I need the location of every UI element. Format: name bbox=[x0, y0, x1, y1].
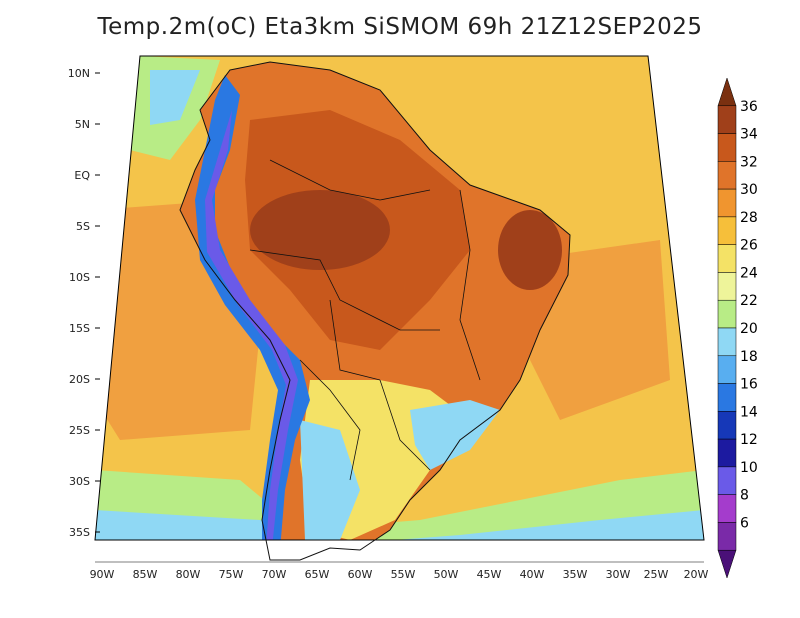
amazon-hottest-zone bbox=[250, 190, 390, 270]
colorbar: 36 34 32 30 28 26 24 22 20 18 16 14 12 10 8 6 bbox=[717, 77, 758, 579]
colorbar-swatch bbox=[717, 438, 737, 468]
colorbar-swatch bbox=[717, 77, 737, 107]
lat-label: 10S bbox=[69, 271, 90, 284]
colorbar-label: 32 bbox=[740, 154, 758, 170]
colorbar-swatch bbox=[717, 549, 737, 579]
colorbar-label: 28 bbox=[740, 210, 758, 226]
map-domain bbox=[95, 56, 704, 540]
colorbar-swatch bbox=[717, 299, 737, 329]
lon-label: 20W bbox=[684, 568, 709, 581]
lon-label: 35W bbox=[563, 568, 588, 581]
lon-label: 70W bbox=[262, 568, 287, 581]
lat-label: 35S bbox=[69, 526, 90, 539]
colorbar-swatch bbox=[717, 272, 737, 301]
colorbar-label: 22 bbox=[740, 293, 758, 309]
colorbar-swatch bbox=[717, 522, 737, 551]
colorbar-swatch bbox=[717, 161, 737, 190]
lat-label: 25S bbox=[69, 424, 90, 437]
lon-label: 40W bbox=[520, 568, 545, 581]
country-borders bbox=[249, 159, 481, 481]
lon-label: 55W bbox=[391, 568, 416, 581]
colorbar-swatch bbox=[717, 244, 737, 273]
lon-label: 30W bbox=[606, 568, 631, 581]
colorbar-swatch bbox=[717, 411, 737, 440]
colorbar-swatch bbox=[717, 188, 737, 218]
colorbar-label: 30 bbox=[740, 182, 758, 198]
map-frame bbox=[94, 55, 705, 541]
colorbar-swatch bbox=[717, 216, 737, 245]
southeast-brazil-cool bbox=[410, 400, 500, 470]
southern-cone-cool bbox=[300, 420, 360, 540]
latitude-axis: 10N 5N EQ 5S 10S 15S 20S 25S 30S 35S bbox=[68, 67, 100, 539]
coastline bbox=[179, 61, 571, 561]
colorbar-label: 26 bbox=[740, 238, 758, 254]
longitude-axis: 90W 85W 80W 75W 70W 65W 60W 55W 50W 45W … bbox=[90, 561, 709, 581]
colorbar-swatch bbox=[717, 494, 737, 523]
lon-label: 65W bbox=[305, 568, 330, 581]
lon-label: 85W bbox=[133, 568, 158, 581]
colorbar-label: 34 bbox=[740, 127, 758, 143]
lat-label: 15S bbox=[69, 322, 90, 335]
colorbar-label: 18 bbox=[740, 349, 758, 365]
lon-label: 45W bbox=[477, 568, 502, 581]
lat-label: 5S bbox=[76, 220, 90, 233]
map-title: Temp.2m(oC) Eta3km SiSMOM 69h 21Z12SEP20… bbox=[97, 14, 703, 40]
northeast-hot-zone bbox=[498, 210, 562, 290]
colorbar-label: 6 bbox=[740, 515, 749, 531]
colorbar-swatch bbox=[717, 133, 737, 162]
colorbar-swatch bbox=[717, 355, 737, 384]
lat-label: 30S bbox=[69, 475, 90, 488]
lon-label: 75W bbox=[219, 568, 244, 581]
lat-label: 10N bbox=[68, 67, 90, 80]
lon-label: 90W bbox=[90, 568, 115, 581]
colorbar-label: 36 bbox=[740, 99, 758, 115]
lon-label: 50W bbox=[434, 568, 459, 581]
lat-label: 5N bbox=[75, 118, 90, 131]
colorbar-label: 14 bbox=[740, 404, 758, 420]
lat-label: 20S bbox=[69, 373, 90, 386]
colorbar-swatch bbox=[717, 105, 737, 134]
colorbar-label: 16 bbox=[740, 377, 758, 393]
lon-label: 80W bbox=[176, 568, 201, 581]
north-pacific-cold bbox=[150, 70, 200, 125]
colorbar-swatch bbox=[717, 466, 737, 495]
colorbar-label: 8 bbox=[740, 488, 749, 504]
lon-label: 25W bbox=[644, 568, 669, 581]
colorbar-label: 12 bbox=[740, 432, 758, 448]
colorbar-label: 20 bbox=[740, 321, 758, 337]
colorbar-swatch bbox=[717, 327, 737, 357]
colorbar-label: 10 bbox=[740, 460, 758, 476]
colorbar-label: 24 bbox=[740, 265, 758, 281]
colorbar-swatch bbox=[717, 383, 737, 412]
lat-label: EQ bbox=[74, 169, 90, 182]
southern-cold-band bbox=[95, 510, 704, 540]
lon-label: 60W bbox=[348, 568, 373, 581]
